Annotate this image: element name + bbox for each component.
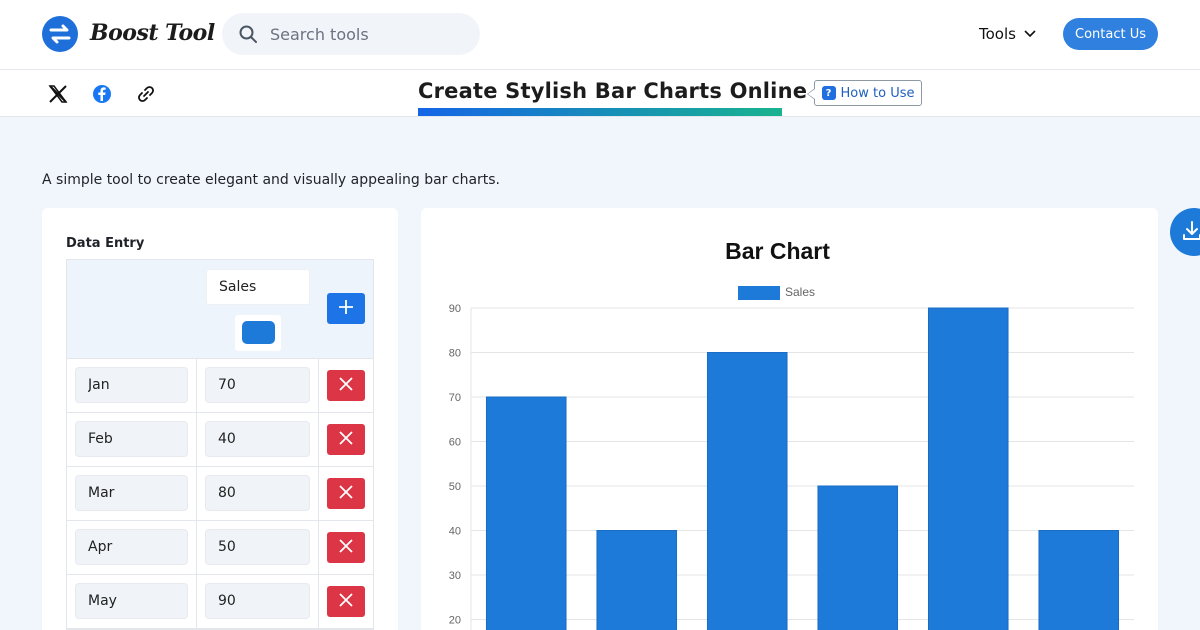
bar-chart: Bar Chart Sales 20 30 40 50 60 70 80 90 bbox=[449, 238, 1134, 630]
bar-jan bbox=[485, 396, 567, 630]
data-row bbox=[67, 575, 373, 629]
search-box[interactable] bbox=[222, 13, 480, 55]
row-value-input[interactable] bbox=[205, 421, 310, 457]
data-row bbox=[67, 467, 373, 521]
row-label-input[interactable] bbox=[75, 367, 188, 403]
bar-jun bbox=[1038, 530, 1120, 630]
row-value-input[interactable] bbox=[205, 583, 310, 619]
y-tick-label: 50 bbox=[449, 481, 461, 493]
tools-menu-label: Tools bbox=[979, 25, 1016, 43]
data-row bbox=[67, 521, 373, 575]
bar-mar bbox=[706, 352, 788, 630]
x-twitter-icon[interactable] bbox=[48, 84, 68, 104]
bar-feb bbox=[596, 530, 678, 630]
column-divider bbox=[196, 359, 197, 412]
row-label-input[interactable] bbox=[75, 583, 188, 619]
data-entry-title: Data Entry bbox=[66, 236, 145, 251]
series-name-input[interactable] bbox=[206, 269, 310, 305]
add-series-button[interactable] bbox=[327, 293, 365, 324]
y-tick-label: 80 bbox=[449, 348, 461, 360]
column-divider bbox=[318, 575, 319, 628]
facebook-icon[interactable] bbox=[92, 84, 112, 104]
column-divider bbox=[318, 359, 319, 412]
column-divider bbox=[318, 413, 319, 466]
row-value-input[interactable] bbox=[205, 529, 310, 565]
y-tick-label: 70 bbox=[449, 392, 461, 404]
column-divider bbox=[318, 467, 319, 520]
question-icon: ? bbox=[821, 86, 836, 100]
top-header: Boost Tool Tools Contact Us bbox=[0, 0, 1200, 70]
series-color-picker[interactable] bbox=[235, 315, 281, 351]
row-label-input[interactable] bbox=[75, 529, 188, 565]
column-divider bbox=[196, 521, 197, 574]
delete-row-button[interactable] bbox=[327, 478, 365, 509]
how-to-use-button[interactable]: ? How to Use bbox=[807, 80, 922, 106]
tools-menu[interactable]: Tools bbox=[979, 25, 1036, 43]
data-row bbox=[67, 413, 373, 467]
data-row bbox=[67, 359, 373, 413]
delete-row-button[interactable] bbox=[327, 424, 365, 455]
bar-apr bbox=[817, 485, 899, 630]
legend-label: Sales bbox=[785, 285, 815, 299]
sub-header: Create Stylish Bar Charts Online ? How t… bbox=[0, 70, 1200, 117]
close-icon bbox=[339, 485, 353, 499]
y-tick-label: 30 bbox=[449, 570, 461, 582]
row-label-input[interactable] bbox=[75, 421, 188, 457]
y-tick-label: 60 bbox=[449, 437, 461, 449]
download-icon bbox=[1183, 221, 1200, 240]
y-tick-label: 40 bbox=[449, 526, 461, 538]
delete-row-button[interactable] bbox=[327, 532, 365, 563]
download-chart-button[interactable] bbox=[1170, 208, 1200, 256]
delete-row-button[interactable] bbox=[327, 370, 365, 401]
title-underline bbox=[418, 108, 782, 116]
y-tick-label: 90 bbox=[449, 303, 461, 315]
how-to-use-label: How to Use bbox=[840, 85, 915, 101]
y-tick-label: 20 bbox=[449, 615, 461, 627]
plus-icon bbox=[339, 300, 353, 314]
search-input[interactable] bbox=[270, 22, 470, 46]
callout-arrow bbox=[807, 88, 815, 100]
boost-tool-logo-icon[interactable] bbox=[42, 16, 78, 52]
link-icon[interactable] bbox=[136, 84, 156, 104]
data-entry-panel: Data Entry bbox=[42, 208, 398, 630]
page-description: A simple tool to create elegant and visu… bbox=[42, 172, 501, 188]
bar-may bbox=[927, 307, 1009, 630]
row-value-input[interactable] bbox=[205, 475, 310, 511]
series-color-swatch bbox=[242, 321, 275, 344]
brand-name[interactable]: Boost Tool bbox=[90, 20, 215, 46]
row-label-input[interactable] bbox=[75, 475, 188, 511]
chevron-down-icon bbox=[1024, 30, 1036, 38]
column-divider bbox=[318, 521, 319, 574]
data-entry-table bbox=[66, 259, 374, 630]
close-icon bbox=[339, 431, 353, 445]
close-icon bbox=[339, 593, 353, 607]
delete-row-button[interactable] bbox=[327, 586, 365, 617]
page-title: Create Stylish Bar Charts Online bbox=[418, 79, 808, 103]
chart-title: Bar Chart bbox=[725, 238, 830, 264]
legend-swatch bbox=[738, 286, 780, 300]
series-header-row bbox=[67, 260, 373, 359]
column-divider bbox=[196, 467, 197, 520]
column-divider bbox=[196, 413, 197, 466]
contact-us-button[interactable]: Contact Us bbox=[1063, 18, 1158, 50]
column-divider bbox=[196, 575, 197, 628]
close-icon bbox=[339, 539, 353, 553]
close-icon bbox=[339, 377, 353, 391]
row-value-input[interactable] bbox=[205, 367, 310, 403]
search-icon bbox=[239, 25, 257, 43]
